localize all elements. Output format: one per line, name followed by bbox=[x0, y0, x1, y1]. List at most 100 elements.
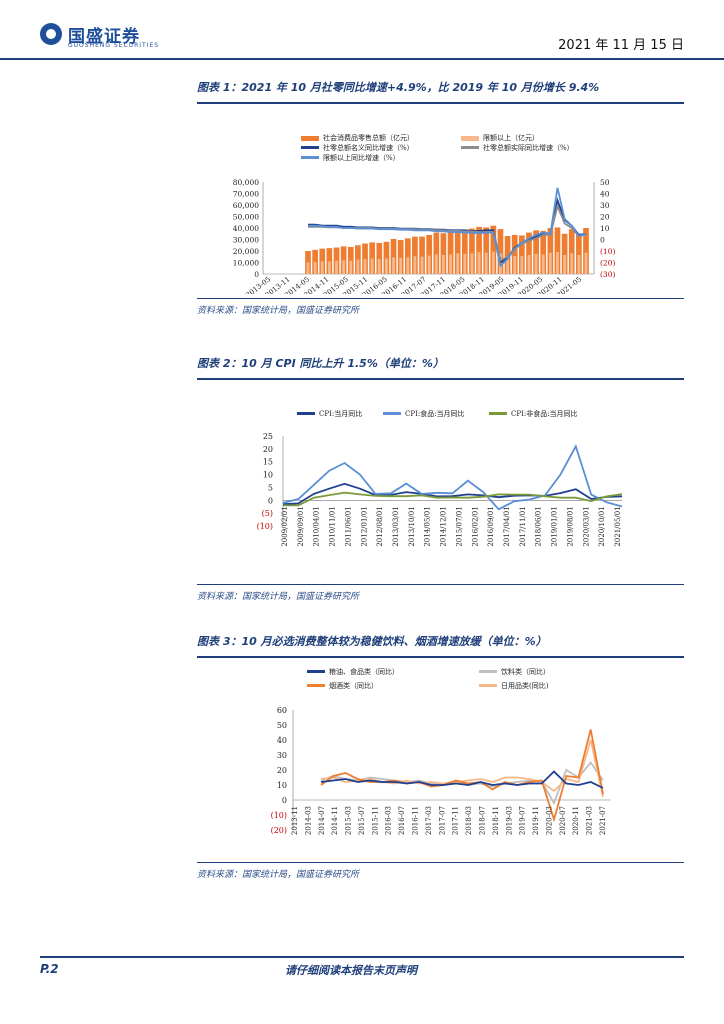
bar-above-quota bbox=[363, 259, 367, 274]
bar-above-quota bbox=[349, 260, 353, 274]
x-tick-label: 2017-07 bbox=[438, 806, 446, 835]
x-tick-label: 2017/04/01 bbox=[503, 506, 511, 546]
bar-above-quota bbox=[563, 255, 567, 274]
line-above-quota-yoy bbox=[308, 187, 587, 268]
y-tick-label: 25 bbox=[263, 432, 273, 441]
bar-above-quota bbox=[534, 253, 538, 274]
bar-above-quota bbox=[570, 253, 574, 274]
bar-above-quota bbox=[449, 254, 452, 274]
figure-1-top-rule bbox=[197, 102, 684, 104]
bar-above-quota bbox=[477, 252, 481, 274]
report-date: 2021 年 11 月 15 日 bbox=[558, 38, 684, 53]
right-tick-label: 50 bbox=[600, 178, 610, 187]
company-sub: GUOSHENG SECURITIES bbox=[68, 42, 160, 49]
bar-above-quota bbox=[541, 254, 545, 274]
bar-above-quota bbox=[548, 252, 552, 274]
bar-total bbox=[504, 236, 511, 274]
legend-label-2: 社零总额名义同比增速（%） bbox=[323, 143, 414, 152]
bar-total bbox=[347, 246, 354, 274]
bar-total bbox=[518, 235, 525, 274]
figure-2-title: 图表 2：10 月 CPI 同比上升 1.5%（单位：%） bbox=[197, 357, 444, 370]
bar-total bbox=[376, 242, 383, 274]
x-tick-label: 2012/01/01 bbox=[360, 506, 368, 546]
left-tick-label: 30,000 bbox=[233, 236, 259, 245]
x-tick-label: 2015-07 bbox=[358, 806, 366, 835]
x-tick-label: 2016-11 bbox=[412, 806, 420, 835]
legend-label-3: 日用品类(同比) bbox=[501, 681, 549, 690]
bar-above-quota bbox=[527, 255, 531, 274]
x-tick-label: 2013-11 bbox=[291, 806, 299, 835]
y-tick-label: (10) bbox=[257, 522, 273, 531]
figure-1: 图表 1：2021 年 10 月社零同比增速+4.9%，比 2019 年 10 … bbox=[197, 80, 684, 316]
right-tick-label: (30) bbox=[600, 270, 615, 279]
y-tick-label: 15 bbox=[263, 458, 273, 467]
legend-swatch-1 bbox=[479, 670, 497, 673]
bar-total bbox=[576, 233, 582, 274]
page-header: 国盛证券 GUOSHENG SECURITIES 2021 年 11 月 15 … bbox=[0, 0, 724, 58]
bar-above-quota bbox=[420, 256, 424, 274]
legend-label-1: CPI:食品:当月同比 bbox=[405, 409, 465, 418]
footer-divider bbox=[40, 956, 684, 958]
x-tick-label: 2019/01/01 bbox=[551, 506, 559, 546]
bar-total bbox=[547, 228, 554, 274]
bar-above-quota bbox=[377, 259, 381, 274]
figure-1-bottom-rule bbox=[197, 298, 684, 299]
line-grain-food bbox=[320, 770, 604, 789]
x-tick-label: 2009/02/01 bbox=[281, 506, 289, 546]
header-divider bbox=[0, 58, 724, 60]
x-tick-label: 2014/05/01 bbox=[424, 506, 432, 546]
legend-label-3: 社零总额实际同比增速（%） bbox=[483, 143, 574, 152]
bar-total bbox=[561, 233, 568, 274]
legend-swatch-4 bbox=[301, 156, 319, 159]
right-tick-label: 40 bbox=[600, 190, 610, 199]
y-tick-label: 50 bbox=[277, 721, 287, 730]
figure-1-title: 图表 1：2021 年 10 月社零同比增速+4.9%，比 2019 年 10 … bbox=[197, 81, 600, 94]
figure-2-source: 资料来源：国家统计局，国盛证券研究所 bbox=[197, 592, 360, 602]
left-tick-label: 50,000 bbox=[233, 213, 259, 222]
bar-total bbox=[426, 234, 433, 274]
y-tick-label: (5) bbox=[262, 509, 273, 518]
bar-total bbox=[461, 230, 468, 274]
x-tick-label: 2010/04/01 bbox=[313, 506, 321, 546]
bar-above-quota bbox=[577, 255, 581, 274]
x-tick-label: 2013/10/01 bbox=[408, 506, 416, 546]
bar-total bbox=[454, 229, 461, 274]
right-tick-label: (10) bbox=[600, 247, 615, 256]
right-tick-label: 20 bbox=[600, 213, 610, 222]
figure-2-top-rule bbox=[197, 378, 684, 380]
legend-swatch-0 bbox=[307, 670, 325, 673]
legend-label-1: 限额以上（亿元） bbox=[483, 133, 539, 142]
x-tick-label: 2016/02/01 bbox=[471, 506, 479, 546]
y-tick-label: 60 bbox=[277, 706, 287, 715]
bar-total bbox=[490, 225, 497, 274]
figure-3-chart: 粮油、食品类（同比） 饮料类（同比） 烟酒类（同比） 日用品类(同比) 60 50 40 30… bbox=[271, 667, 611, 835]
bar-above-quota bbox=[556, 252, 559, 274]
bar-total bbox=[390, 238, 397, 274]
right-tick-label: 0 bbox=[600, 236, 605, 245]
legend-label-2: CPI:非食品:当月同比 bbox=[511, 409, 578, 418]
right-tick-label: 10 bbox=[600, 224, 610, 233]
legend-swatch-1 bbox=[461, 136, 479, 141]
legend-swatch-3 bbox=[479, 684, 497, 687]
right-tick-label: 30 bbox=[600, 201, 610, 210]
x-tick-label: 2014-07 bbox=[318, 806, 326, 835]
bar-above-quota bbox=[399, 257, 403, 274]
bar-total bbox=[433, 232, 440, 274]
x-tick-label: 2013/03/01 bbox=[392, 506, 400, 546]
left-tick-label: 40,000 bbox=[233, 224, 259, 233]
bar-above-quota bbox=[320, 261, 324, 274]
bar-above-quota bbox=[520, 256, 524, 274]
bar-above-quota bbox=[342, 260, 346, 274]
bar-total bbox=[412, 236, 418, 274]
x-tick-label: 2018/06/01 bbox=[535, 506, 543, 546]
legend-swatch-3 bbox=[461, 146, 479, 149]
legend-label-4: 限额以上同比增速（%） bbox=[323, 153, 400, 162]
x-tick-label: 2015-11 bbox=[371, 806, 379, 835]
figure-2-bottom-rule bbox=[197, 584, 684, 585]
x-tick-label: 2018-03 bbox=[465, 806, 473, 835]
y-tick-label: 20 bbox=[277, 766, 287, 775]
left-tick-label: 60,000 bbox=[233, 201, 259, 210]
bar-above-quota bbox=[513, 256, 517, 274]
x-tick-label: 2018-07 bbox=[478, 806, 486, 835]
bar-above-quota bbox=[463, 253, 467, 274]
